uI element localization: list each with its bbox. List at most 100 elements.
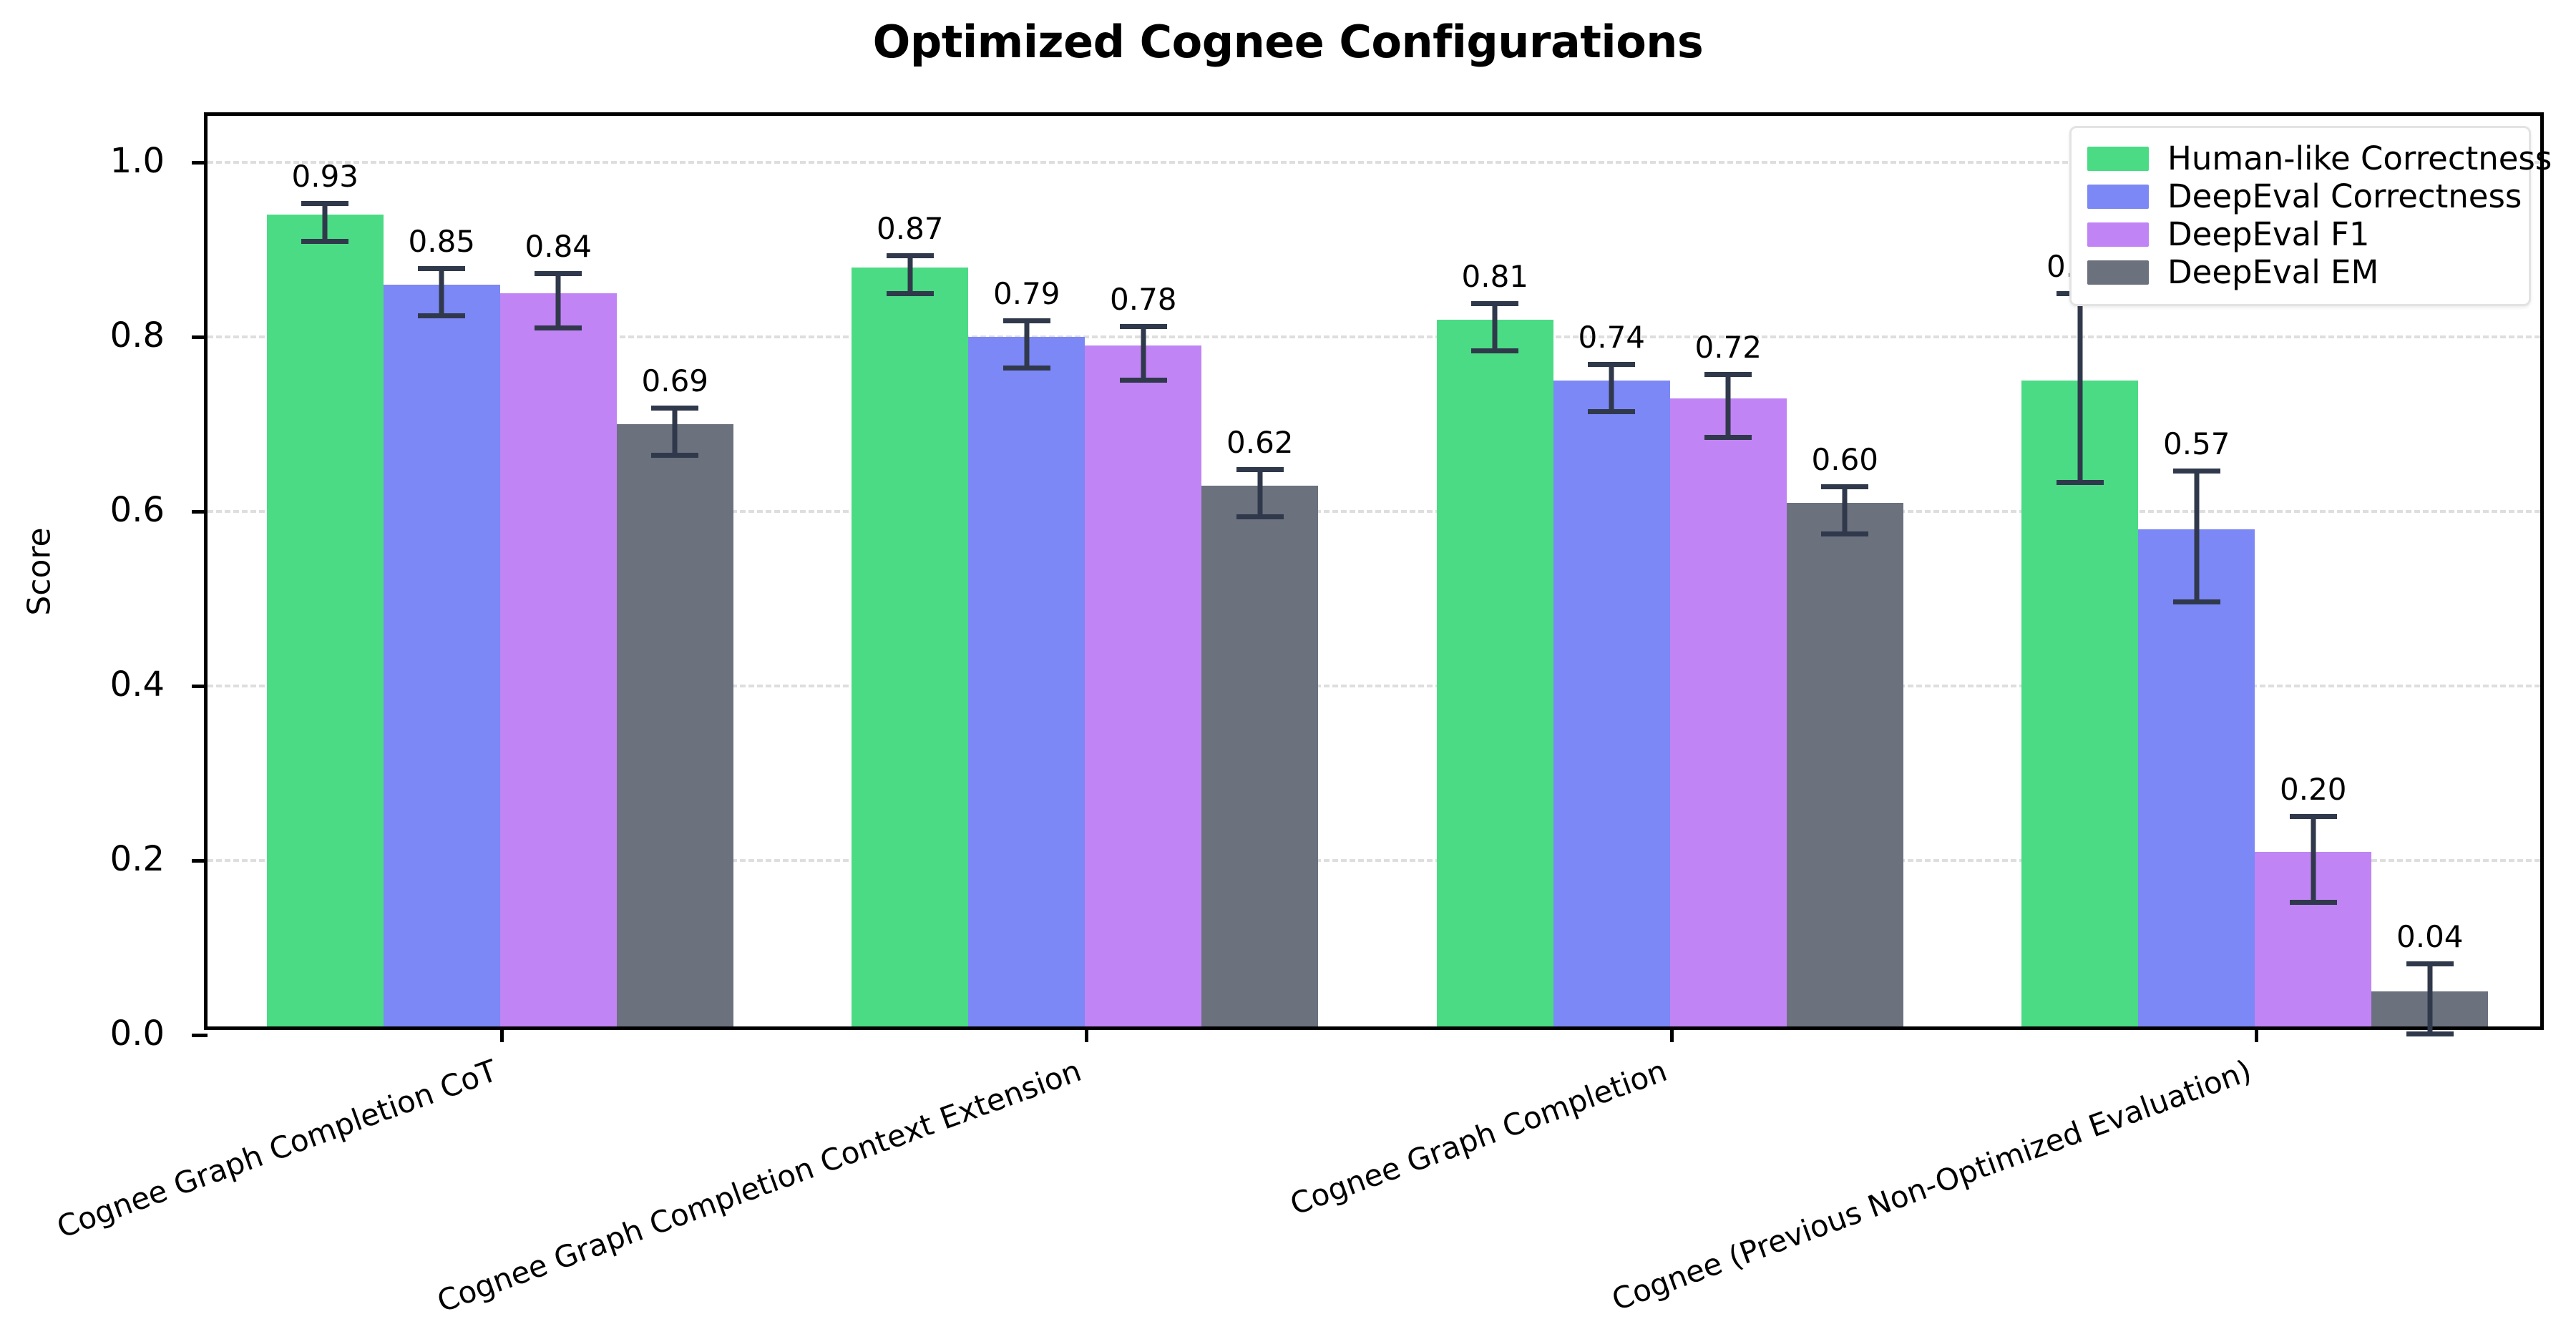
- error-bar-stem: [2077, 293, 2083, 482]
- y-tick-mark: [192, 335, 208, 339]
- legend-item[interactable]: DeepEval F1: [2087, 215, 2513, 253]
- error-bar-cap-upper: [1588, 362, 1636, 368]
- error-bar-cap-lower: [1119, 378, 1167, 383]
- bar-value-label: 0.87: [876, 210, 944, 246]
- legend-swatch-icon: [2087, 260, 2149, 285]
- y-tick-label: 1.0: [109, 141, 165, 181]
- x-tick-mark: [1669, 1026, 1674, 1042]
- bar-value-label: 0.20: [2279, 772, 2347, 808]
- y-tick-label: 0.4: [109, 665, 165, 705]
- y-tick-mark: [192, 1034, 208, 1037]
- error-bar-stem: [1609, 364, 1614, 412]
- error-bar-cap-lower: [1002, 366, 1050, 371]
- x-tick-label: Cognee Graph Completion CoT: [52, 1053, 502, 1245]
- error-bar-cap-upper: [1002, 318, 1050, 324]
- bar[interactable]: [383, 285, 500, 1026]
- error-bar-cap-lower: [2172, 599, 2220, 605]
- error-bar-cap-upper: [651, 406, 699, 411]
- legend-label: DeepEval EM: [2167, 253, 2379, 291]
- bar[interactable]: [616, 424, 733, 1026]
- error-bar-cap-upper: [1471, 300, 1519, 306]
- legend-item[interactable]: DeepEval EM: [2087, 253, 2513, 291]
- error-bar-cap-lower: [2056, 479, 2104, 485]
- bar-value-label: 0.04: [2396, 919, 2464, 955]
- gridline-y: [208, 335, 2540, 338]
- error-bar-cap-lower: [535, 325, 582, 331]
- error-bar-cap-lower: [2406, 1031, 2454, 1036]
- error-bar-cap-lower: [1471, 348, 1519, 353]
- gridline-y: [208, 510, 2540, 513]
- bar-value-label: 0.79: [992, 276, 1060, 312]
- x-tick-label: Cognee (Previous Non-Optimized Evaluatio…: [1607, 1053, 2256, 1318]
- bar[interactable]: [1669, 398, 1787, 1026]
- legend-swatch-icon: [2087, 184, 2149, 209]
- bar-value-label: 0.60: [1811, 442, 1879, 478]
- gridline-y: [208, 161, 2540, 164]
- error-bar-cap-lower: [301, 239, 349, 245]
- bar-chart-figure: Optimized Cognee Configurations Score 0.…: [21, 16, 2552, 1319]
- x-tick-label: Cognee Graph Completion: [1285, 1053, 1672, 1222]
- error-bar-stem: [1257, 469, 1263, 516]
- chart-title: Optimized Cognee Configurations: [872, 16, 1704, 68]
- error-bar-stem: [1842, 486, 1848, 534]
- gridline-y: [208, 685, 2540, 687]
- bar[interactable]: [266, 215, 384, 1026]
- error-bar-cap-lower: [1588, 409, 1636, 415]
- error-bar-cap-lower: [1236, 514, 1284, 519]
- plot-area: 0.93 0.85 0.84 0.69 0.87 0.79 0.78 0.62 0.81 0.74…: [208, 116, 2540, 1042]
- error-bar-cap-lower: [2289, 899, 2337, 905]
- error-bar-stem: [1141, 325, 1146, 381]
- bar[interactable]: [1553, 381, 1670, 1026]
- bar[interactable]: [1786, 503, 1903, 1026]
- y-tick-label: 0.6: [109, 490, 165, 530]
- bar-value-label: 0.74: [1578, 320, 1646, 356]
- y-tick-mark: [192, 510, 208, 514]
- error-bar-stem: [322, 202, 328, 242]
- error-bar-cap-lower: [418, 313, 466, 318]
- bar[interactable]: [1436, 319, 1553, 1026]
- y-tick-mark: [192, 161, 208, 165]
- error-bar-cap-upper: [1236, 466, 1284, 472]
- error-bar-cap-upper: [886, 252, 934, 258]
- bar-value-label: 0.57: [2162, 426, 2230, 462]
- y-tick-label: 0.8: [109, 315, 165, 356]
- error-bar-cap-upper: [535, 271, 582, 277]
- legend-item[interactable]: Human-like Correctness: [2087, 139, 2552, 177]
- error-bar-cap-upper: [418, 266, 466, 272]
- error-bar-cap-lower: [1704, 434, 1752, 440]
- chart-legend: Human-like Correctness DeepEval Correctne…: [2069, 126, 2552, 306]
- bar[interactable]: [2138, 529, 2255, 1026]
- legend-label: Human-like Correctness: [2167, 139, 2552, 177]
- error-bar-stem: [2427, 963, 2433, 1034]
- x-tick-mark: [1085, 1026, 1089, 1042]
- bar[interactable]: [2021, 381, 2139, 1026]
- bar[interactable]: [852, 267, 969, 1026]
- error-bar-stem: [555, 273, 561, 328]
- legend-swatch-icon: [2087, 146, 2149, 171]
- y-axis-label: Score: [21, 526, 58, 616]
- error-bar-cap-upper: [2289, 814, 2337, 820]
- legend-item[interactable]: DeepEval Correctness: [2087, 177, 2522, 215]
- y-tick-mark: [192, 685, 208, 688]
- bar-value-label: 0.93: [291, 158, 359, 194]
- error-bar-cap-lower: [651, 453, 699, 459]
- bar[interactable]: [1085, 345, 1202, 1026]
- error-bar-cap-upper: [1704, 371, 1752, 377]
- legend-label: DeepEval Correctness: [2167, 177, 2522, 215]
- bar[interactable]: [1201, 485, 1319, 1026]
- x-tick-label: Cognee Graph Completion Context Extensio…: [432, 1053, 1086, 1319]
- error-bar-stem: [439, 268, 444, 315]
- error-bar-cap-upper: [1821, 484, 1869, 490]
- error-bar-stem: [1725, 373, 1731, 437]
- bar[interactable]: [968, 337, 1085, 1026]
- y-tick-label: 0.2: [109, 839, 165, 879]
- legend-swatch-icon: [2087, 222, 2149, 247]
- bar[interactable]: [499, 293, 617, 1026]
- error-bar-cap-lower: [1821, 531, 1869, 536]
- legend-label: DeepEval F1: [2167, 215, 2370, 253]
- bar-value-label: 0.72: [1694, 329, 1762, 365]
- gridline-y: [208, 859, 2540, 862]
- bar-value-label: 0.69: [641, 363, 709, 399]
- x-tick-mark: [2255, 1026, 2259, 1042]
- error-bar-stem: [1492, 303, 1498, 350]
